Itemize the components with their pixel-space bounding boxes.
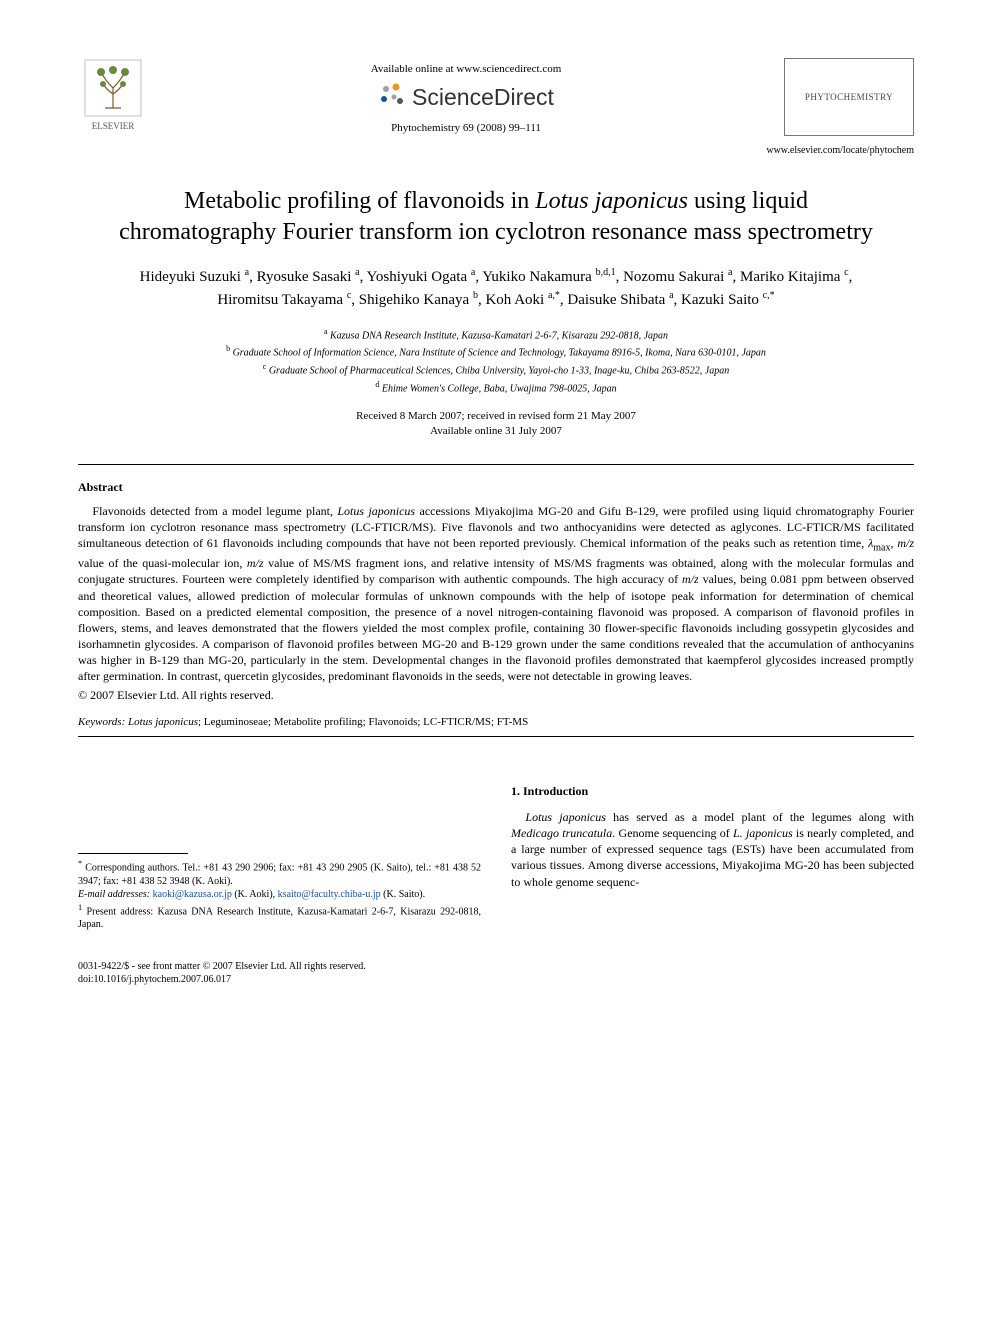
doi-line: doi:10.1016/j.phytochem.2007.06.017 <box>78 973 481 986</box>
dates-block: Received 8 March 2007; received in revis… <box>78 409 914 440</box>
email-label: E-mail addresses: <box>78 889 150 900</box>
journal-reference: Phytochemistry 69 (2008) 99–111 <box>148 121 784 136</box>
divider-top <box>78 464 914 465</box>
left-column: * Corresponding authors. Tel.: +81 43 29… <box>78 783 481 986</box>
divider-bottom <box>78 736 914 737</box>
keywords: Keywords: Lotus japonicus; Leguminoseae;… <box>78 715 914 730</box>
elsevier-logo: ELSEVIER <box>78 58 148 132</box>
elsevier-tree-icon <box>83 58 143 118</box>
affiliation-a: a Kazusa DNA Research Institute, Kazusa-… <box>78 326 914 344</box>
footnotes: * Corresponding authors. Tel.: +81 43 29… <box>78 858 481 932</box>
authors-block: Hideyuki Suzuki a, Ryosuke Sasaki a, Yos… <box>118 266 874 312</box>
two-column-body: * Corresponding authors. Tel.: +81 43 29… <box>78 783 914 986</box>
present-address-note: 1 Present address: Kazusa DNA Research I… <box>78 902 481 932</box>
intro-body: Lotus japonicus has served as a model pl… <box>511 809 914 890</box>
publisher-name: ELSEVIER <box>78 120 148 132</box>
available-online-text: Available online at www.sciencedirect.co… <box>148 62 784 77</box>
keywords-text: Lotus japonicus; Leguminoseae; Metabolit… <box>125 716 528 728</box>
journal-cover-box: PHYTOCHEMISTRY <box>784 58 914 136</box>
abstract-copyright: © 2007 Elsevier Ltd. All rights reserved… <box>78 687 914 703</box>
title-pre: Metabolic profiling of flavonoids in <box>184 188 535 214</box>
footnote-rule <box>78 853 188 854</box>
email-link-2[interactable]: ksaito@faculty.chiba-u.jp <box>278 889 381 900</box>
header: ELSEVIER Available online at www.science… <box>78 58 914 136</box>
sciencedirect-dots-icon <box>378 81 406 114</box>
affiliation-b: b Graduate School of Information Science… <box>78 343 914 361</box>
affiliation-c: c Graduate School of Pharmaceutical Scie… <box>78 361 914 379</box>
sciencedirect-text: ScienceDirect <box>412 82 554 113</box>
right-column: 1. Introduction Lotus japonicus has serv… <box>511 783 914 986</box>
sciencedirect-logo: ScienceDirect <box>148 81 784 114</box>
received-date: Received 8 March 2007; received in revis… <box>78 409 914 424</box>
email-link-1[interactable]: kaoki@kazusa.or.jp <box>153 889 232 900</box>
corresponding-author-note: * Corresponding authors. Tel.: +81 43 29… <box>78 858 481 888</box>
email1-who: (K. Aoki), <box>232 889 278 900</box>
affiliations: a Kazusa DNA Research Institute, Kazusa-… <box>78 326 914 397</box>
affiliation-d: d Ehime Women's College, Baba, Uwajima 7… <box>78 379 914 397</box>
email2-who: (K. Saito). <box>381 889 425 900</box>
article-title: Metabolic profiling of flavonoids in Lot… <box>108 186 884 248</box>
online-date: Available online 31 July 2007 <box>78 424 914 439</box>
journal-name-box: PHYTOCHEMISTRY <box>784 58 914 136</box>
footer-block: 0031-9422/$ - see front matter © 2007 El… <box>78 960 481 986</box>
abstract-body: Flavonoids detected from a model legume … <box>78 503 914 685</box>
abstract-heading: Abstract <box>78 479 914 495</box>
locate-url: www.elsevier.com/locate/phytochem <box>78 144 914 158</box>
title-italic: Lotus japonicus <box>535 188 688 214</box>
email-addresses: E-mail addresses: kaoki@kazusa.or.jp (K.… <box>78 888 481 902</box>
center-header: Available online at www.sciencedirect.co… <box>148 58 784 136</box>
intro-heading: 1. Introduction <box>511 783 914 799</box>
issn-line: 0031-9422/$ - see front matter © 2007 El… <box>78 960 481 973</box>
keywords-label: Keywords: <box>78 716 125 728</box>
